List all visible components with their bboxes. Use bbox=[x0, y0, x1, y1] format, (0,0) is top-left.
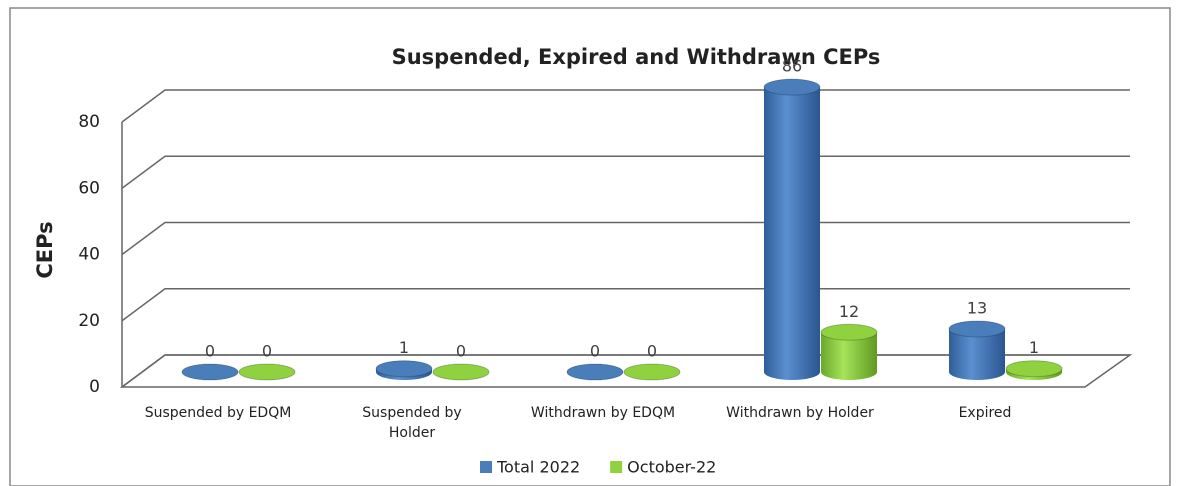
value-label: 1 bbox=[1029, 338, 1039, 357]
y-axis-label: CEPs bbox=[33, 221, 57, 278]
x-tick-label: Expired bbox=[959, 405, 1012, 421]
bar-cap bbox=[820, 323, 878, 341]
chart-frame bbox=[9, 7, 1171, 486]
value-label: 0 bbox=[647, 342, 657, 361]
bar-cap bbox=[1005, 360, 1063, 378]
y-tick-label: 0 bbox=[89, 377, 100, 397]
value-label: 0 bbox=[205, 342, 215, 361]
value-label: 0 bbox=[456, 342, 466, 361]
y-tick-label: 40 bbox=[78, 245, 100, 265]
chart-title: Suspended, Expired and Withdrawn CEPs bbox=[392, 45, 881, 69]
bar bbox=[764, 79, 820, 380]
value-label: 12 bbox=[839, 302, 859, 321]
bar-cap bbox=[375, 360, 433, 378]
value-label: 0 bbox=[590, 342, 600, 361]
value-label: 13 bbox=[967, 298, 987, 317]
x-tick-label: Withdrawn by Holder bbox=[726, 405, 874, 421]
bar-cap bbox=[763, 78, 821, 96]
x-tick-label: Suspended by Holder bbox=[362, 405, 461, 441]
y-tick-label: 20 bbox=[78, 311, 100, 331]
x-tick-label: Withdrawn by EDQM bbox=[531, 405, 675, 421]
value-label: 1 bbox=[399, 338, 409, 357]
value-label: 86 bbox=[782, 57, 802, 76]
value-label: 0 bbox=[262, 342, 272, 361]
legend-swatch bbox=[480, 461, 492, 473]
bar-cap bbox=[566, 363, 624, 381]
bar-cap bbox=[948, 320, 1006, 338]
y-tick-label: 80 bbox=[78, 112, 100, 132]
legend-label: Total 2022 bbox=[496, 458, 580, 477]
bar-cap bbox=[181, 363, 239, 381]
legend-swatch bbox=[610, 461, 623, 473]
bar-cap bbox=[623, 363, 681, 381]
y-tick-label: 60 bbox=[78, 178, 100, 198]
bar-cap bbox=[432, 363, 490, 381]
legend-label: October-22 bbox=[627, 458, 716, 477]
bar-cap bbox=[238, 363, 296, 381]
x-tick-label: Suspended by EDQM bbox=[145, 405, 292, 421]
